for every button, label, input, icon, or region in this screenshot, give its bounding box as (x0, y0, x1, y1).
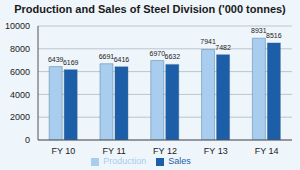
svg-text:2000: 2000 (10, 112, 30, 122)
svg-text:0: 0 (25, 135, 30, 145)
svg-text:6000: 6000 (10, 67, 30, 77)
html-text:Production and Sales of Steel: Production and Sales of Steel Division (… (14, 3, 286, 15)
svg-text:7482: 7482 (215, 44, 231, 51)
svg-text:FY 13: FY 13 (204, 146, 228, 156)
svg-text:6691: 6691 (99, 53, 115, 60)
svg-text:4000: 4000 (10, 90, 30, 100)
svg-text:7941: 7941 (200, 38, 216, 45)
svg-text:6169: 6169 (63, 59, 79, 66)
svg-text:8000: 8000 (10, 44, 30, 54)
svg-text:10000: 10000 (8, 21, 30, 31)
svg-text:FY 12: FY 12 (153, 146, 177, 156)
svg-text:6416: 6416 (114, 56, 130, 63)
svg-text:6632: 6632 (164, 53, 180, 60)
html-text:Sales: Sales (168, 156, 191, 166)
svg-text:FY 11: FY 11 (103, 146, 126, 156)
svg-text:FY 10: FY 10 (51, 146, 75, 156)
svg-text:6970: 6970 (149, 50, 165, 57)
svg-text:8516: 8516 (266, 32, 282, 39)
svg-text:FY 14: FY 14 (255, 146, 279, 156)
svg-text:8931: 8931 (251, 27, 267, 34)
html-text:Production: Production (103, 156, 147, 166)
svg-text:6439: 6439 (48, 56, 64, 63)
